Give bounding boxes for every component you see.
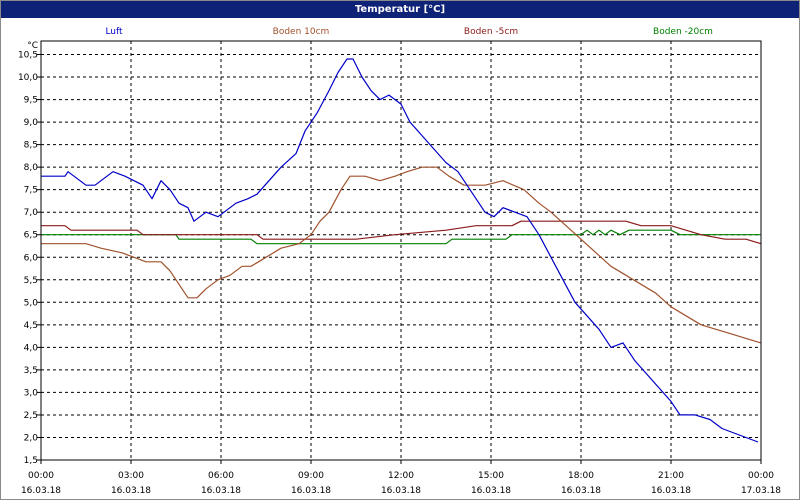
legend-entry: Boden 10cm bbox=[273, 27, 330, 37]
x-tick-time-label: 15:00 bbox=[478, 471, 504, 481]
series-line bbox=[41, 166, 762, 344]
x-tick-time-label: 09:00 bbox=[298, 471, 324, 481]
y-tick-label: 10,0 bbox=[18, 73, 38, 83]
y-tick-label: 2,0 bbox=[24, 433, 39, 443]
y-tick-label: 10,5 bbox=[18, 51, 38, 61]
x-tick-time-label: 18:00 bbox=[568, 471, 594, 481]
x-tick-time-label: 00:00 bbox=[748, 471, 774, 481]
y-tick-label: 9,0 bbox=[24, 118, 39, 128]
series-line bbox=[41, 58, 759, 443]
series-line bbox=[41, 229, 761, 245]
y-axis-label: °C bbox=[27, 41, 38, 51]
x-tick-time-label: 03:00 bbox=[118, 471, 144, 481]
y-tick-label: 3,0 bbox=[24, 388, 39, 398]
x-tick-date-label: 16.03.18 bbox=[471, 486, 511, 496]
series-line bbox=[41, 220, 762, 245]
x-tick-date-label: 16.03.18 bbox=[651, 486, 691, 496]
y-tick-label: 8,5 bbox=[24, 141, 38, 151]
legend-entry: Luft bbox=[105, 27, 123, 37]
y-tick-label: 7,0 bbox=[24, 208, 39, 218]
legend-entry: Boden -5cm bbox=[464, 27, 518, 37]
x-tick-date-label: 17.03.18 bbox=[741, 486, 781, 496]
plot-border bbox=[40, 40, 762, 461]
y-tick-label: 6,5 bbox=[24, 231, 38, 241]
x-tick-time-label: 21:00 bbox=[658, 471, 684, 481]
x-tick-date-label: 16.03.18 bbox=[201, 486, 241, 496]
x-tick-date-label: 16.03.18 bbox=[291, 486, 331, 496]
y-tick-label: 5,5 bbox=[24, 276, 38, 286]
y-tick-label: 4,5 bbox=[24, 321, 38, 331]
y-tick-label: 2,5 bbox=[24, 411, 38, 421]
x-tick-date-label: 16.03.18 bbox=[111, 486, 151, 496]
y-tick-label: 6,0 bbox=[24, 253, 39, 263]
y-tick-label: 1,5 bbox=[24, 456, 38, 466]
y-tick-label: 3,5 bbox=[24, 366, 38, 376]
y-tick-label: 8,0 bbox=[24, 163, 39, 173]
y-tick-label: 9,5 bbox=[24, 96, 38, 106]
x-tick-date-label: 16.03.18 bbox=[561, 486, 601, 496]
y-tick-label: 7,5 bbox=[24, 186, 38, 196]
x-tick-time-label: 00:00 bbox=[28, 471, 54, 481]
x-tick-date-label: 16.03.18 bbox=[381, 486, 421, 496]
x-tick-time-label: 06:00 bbox=[208, 471, 234, 481]
x-tick-date-label: 16.03.18 bbox=[21, 486, 61, 496]
legend-entry: Boden -20cm bbox=[653, 27, 713, 37]
y-tick-label: 4,0 bbox=[24, 343, 39, 353]
x-tick-time-label: 12:00 bbox=[388, 471, 414, 481]
chart-title: Temperatur [°C] bbox=[1, 1, 799, 18]
y-tick-label: 5,0 bbox=[24, 298, 39, 308]
